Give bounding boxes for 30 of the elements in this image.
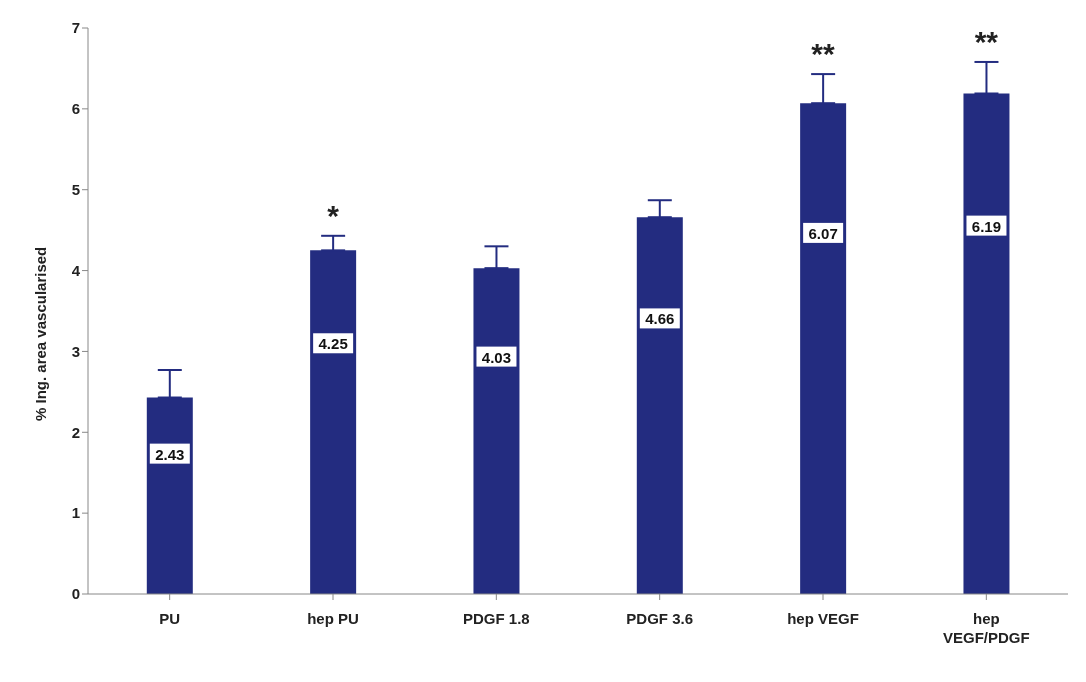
x-tick-label: PDGF 3.6 bbox=[626, 610, 694, 627]
y-tick-label: 6 bbox=[71, 100, 80, 118]
y-axis-title: % Ing. area vascularised bbox=[32, 246, 50, 421]
data-label: 4.66 bbox=[645, 310, 675, 328]
x-tick-label: PDGF 1.8 bbox=[462, 610, 530, 627]
y-tick-label: 5 bbox=[71, 181, 80, 199]
y-tick-label: 3 bbox=[71, 342, 80, 360]
y-tick-label: 4 bbox=[71, 261, 81, 279]
bar bbox=[963, 93, 1010, 594]
x-tick-label: hep VEGF/PDGF bbox=[942, 610, 1030, 646]
y-tick-label: 2 bbox=[71, 423, 80, 441]
y-tick-label: 1 bbox=[71, 504, 80, 522]
annotation: ** bbox=[811, 37, 835, 71]
bar bbox=[310, 250, 357, 594]
annotation: ** bbox=[974, 24, 999, 58]
data-label: 6.19 bbox=[971, 217, 1002, 235]
bar bbox=[146, 397, 193, 594]
bar bbox=[473, 268, 520, 594]
data-label: 6.07 bbox=[808, 224, 838, 242]
data-label: 2.43 bbox=[155, 445, 185, 463]
x-tick-label: hep VEGF bbox=[787, 610, 859, 627]
x-tick-label: PU bbox=[159, 610, 181, 627]
bar bbox=[636, 217, 683, 594]
annotation: * bbox=[327, 198, 340, 232]
data-label: 4.25 bbox=[318, 335, 348, 353]
bar bbox=[800, 103, 847, 594]
y-tick-label: 7 bbox=[71, 19, 80, 37]
y-tick-label: 0 bbox=[71, 585, 80, 603]
data-label: 4.03 bbox=[481, 348, 512, 366]
x-tick-label: hep PU bbox=[307, 610, 359, 627]
